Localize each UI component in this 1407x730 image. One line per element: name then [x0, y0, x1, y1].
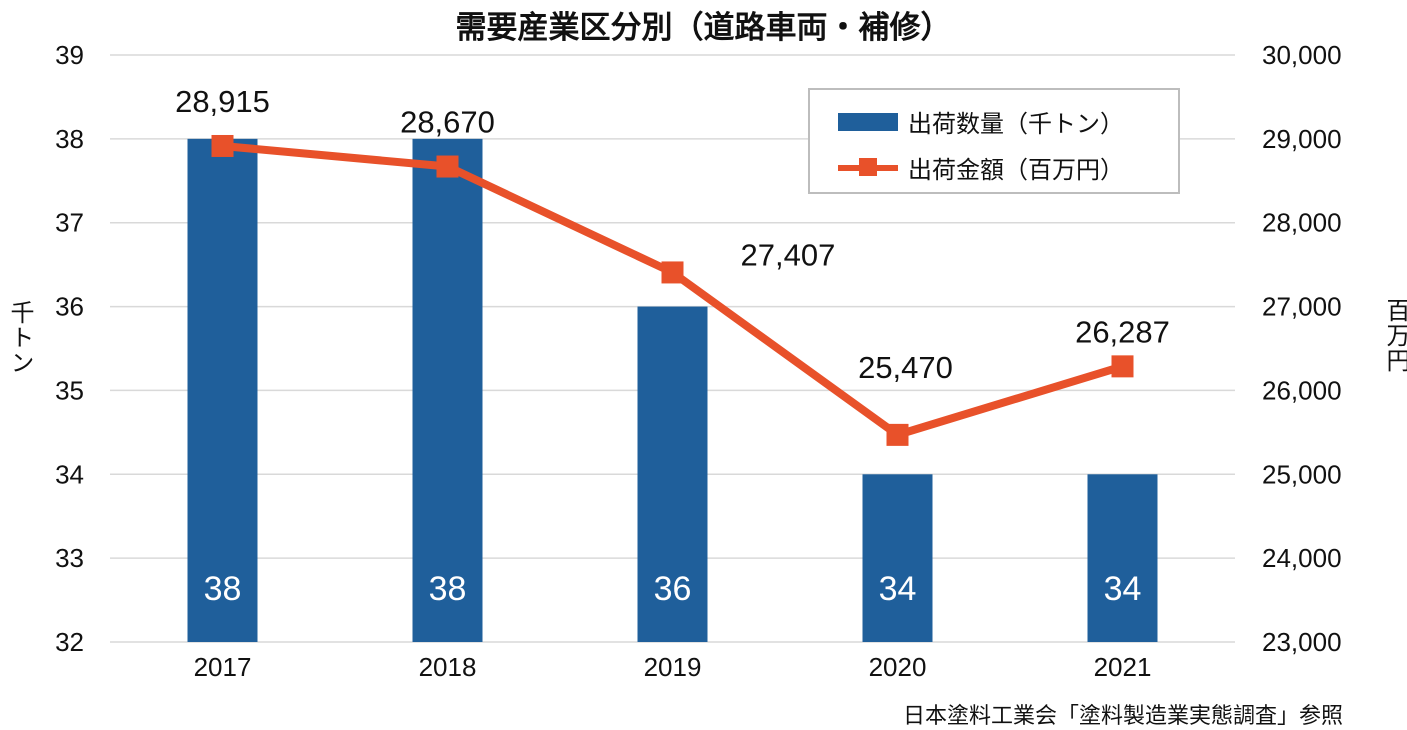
right-tick-label: 24,000 [1262, 543, 1342, 573]
line-data-label: 26,287 [1075, 314, 1170, 349]
legend-item-amount: 出荷金額（百万円） [838, 150, 1124, 185]
bar-data-label: 34 [879, 570, 917, 608]
legend: 出荷数量（千トン） 出荷金額（百万円） [808, 88, 1180, 194]
right-tick-label: 28,000 [1262, 208, 1342, 238]
line-data-label: 28,915 [175, 84, 270, 119]
right-tick-label: 23,000 [1262, 627, 1342, 657]
bar-data-label: 36 [654, 570, 692, 608]
bar [862, 474, 933, 642]
line-marker [211, 134, 234, 157]
x-tick-label: 2018 [419, 652, 477, 682]
legend-bar-swatch [838, 112, 898, 131]
right-tick-label: 27,000 [1262, 292, 1342, 322]
x-tick-label: 2017 [194, 652, 252, 682]
line-marker [1111, 355, 1134, 378]
bar [637, 306, 708, 642]
bar-data-label: 38 [204, 570, 242, 608]
source-note: 日本塗料工業会「塗料製造業実態調査」参照 [902, 703, 1343, 728]
line-marker [886, 423, 909, 446]
legend-line-swatch [838, 157, 898, 176]
right-tick-label: 29,000 [1262, 124, 1342, 154]
x-tick-label: 2020 [869, 652, 927, 682]
left-tick-label: 39 [55, 40, 84, 70]
left-tick-label: 32 [55, 627, 84, 657]
bar [1087, 474, 1158, 642]
right-tick-label: 25,000 [1262, 459, 1342, 489]
legend-label: 出荷数量（千トン） [908, 111, 1124, 138]
x-tick-label: 2019 [644, 652, 702, 682]
line-data-label: 27,407 [741, 237, 836, 272]
bar-data-label: 38 [429, 570, 467, 608]
left-tick-label: 33 [55, 543, 84, 573]
left-tick-label: 37 [55, 208, 84, 238]
bar [412, 138, 483, 642]
left-tick-label: 38 [55, 124, 84, 154]
right-tick-label: 30,000 [1262, 40, 1342, 70]
left-axis-title: 千トン [6, 300, 33, 375]
line-data-label: 25,470 [858, 350, 953, 385]
left-tick-label: 35 [55, 375, 84, 405]
legend-label: 出荷金額（百万円） [908, 157, 1124, 184]
left-tick-label: 36 [55, 292, 84, 322]
x-tick-label: 2021 [1094, 652, 1152, 682]
left-tick-label: 34 [55, 459, 84, 489]
legend-item-quantity: 出荷数量（千トン） [838, 104, 1124, 139]
line-data-label: 28,670 [400, 105, 495, 140]
right-tick-label: 26,000 [1262, 375, 1342, 405]
line-marker [436, 155, 459, 178]
right-axis-title: 百万円 [1382, 298, 1407, 373]
bar [187, 138, 258, 642]
line-marker [661, 261, 684, 284]
bar-data-label: 34 [1104, 570, 1142, 608]
chart-title: 需要産業区分別（道路車両・補修） [455, 10, 952, 45]
